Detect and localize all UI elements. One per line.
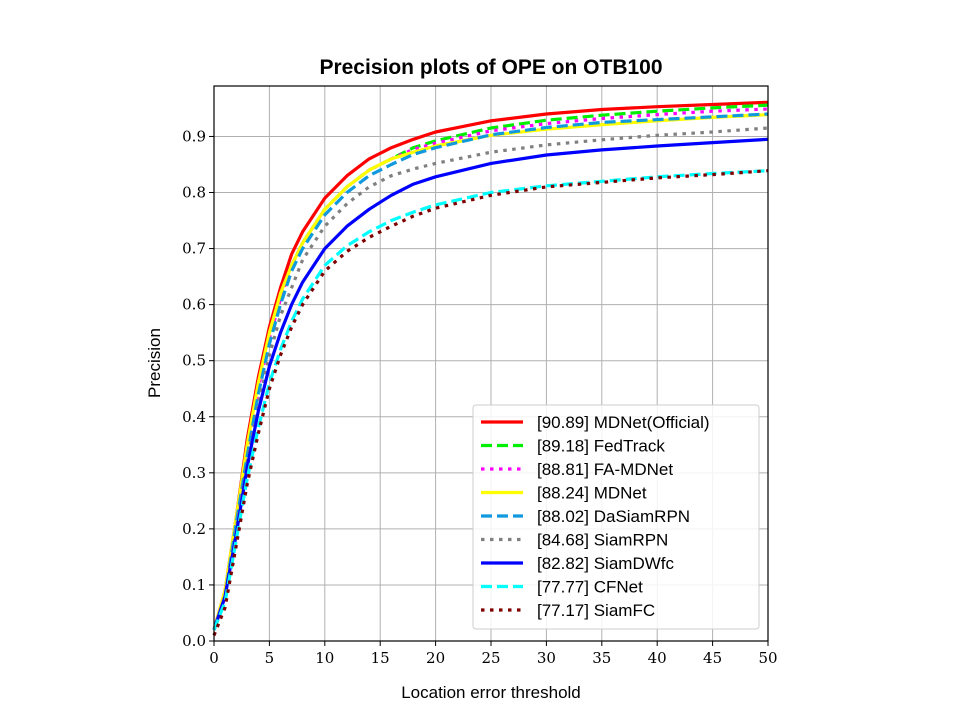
legend-label: [88.81] FA-MDNet <box>537 460 673 479</box>
series-line <box>212 169 769 631</box>
x-axis-label: Location error threshold <box>401 683 581 702</box>
x-tick-label: 40 <box>648 649 667 667</box>
y-tick-label: 0.3 <box>182 464 206 482</box>
legend-box <box>472 404 760 630</box>
x-tick-label: 50 <box>758 649 777 667</box>
legend-label: [84.68] SiamRPN <box>537 531 668 550</box>
series-line <box>212 169 769 636</box>
y-tick-label: 0.0 <box>182 632 206 650</box>
x-axis-ticks: 0 5 10 15 20 25 30 35 40 45 50 <box>209 641 778 667</box>
x-tick-label: 0 <box>209 649 219 667</box>
legend-label: [82.82] SiamDWfc <box>537 554 674 573</box>
legend-label: [88.24] MDNet <box>537 484 647 503</box>
y-tick-label: 0.9 <box>182 127 206 145</box>
legend-label: [88.02] DaSiamRPN <box>537 507 690 526</box>
y-tick-label: 0.8 <box>182 184 206 202</box>
y-tick-label: 0.4 <box>182 408 206 426</box>
legend-label: [90.89] MDNet(Official) <box>537 413 710 432</box>
y-tick-label: 0.1 <box>182 576 206 594</box>
series-line <box>212 137 769 631</box>
y-tick-label: 0.2 <box>182 520 206 538</box>
y-axis-label: Precision <box>145 328 164 398</box>
y-tick-label: 0.5 <box>182 352 206 370</box>
legend-label: [77.17] SiamFC <box>537 601 655 620</box>
legend-label: [89.18] FedTrack <box>537 437 665 456</box>
x-tick-label: 45 <box>703 649 722 667</box>
x-tick-label: 10 <box>315 649 334 667</box>
x-tick-label: 25 <box>481 649 500 667</box>
x-tick-label: 15 <box>371 649 390 667</box>
series-line <box>212 113 769 631</box>
series-layer <box>212 100 769 636</box>
x-tick-label: 5 <box>265 649 275 667</box>
x-tick-label: 20 <box>426 649 445 667</box>
legend: [90.89] MDNet(Official) [89.18] FedTrack [… <box>472 404 760 630</box>
x-tick-label: 35 <box>592 649 611 667</box>
y-tick-label: 0.6 <box>182 296 206 314</box>
chart-title: Precision plots of OPE on OTB100 <box>319 56 662 79</box>
y-axis-ticks: 0.0 0.1 0.2 0.3 0.4 0.5 0.6 0.7 0.8 0.9 <box>182 127 214 650</box>
legend-label: [77.77] CFNet <box>537 578 643 597</box>
x-tick-label: 30 <box>537 649 556 667</box>
y-tick-label: 0.7 <box>182 240 206 258</box>
